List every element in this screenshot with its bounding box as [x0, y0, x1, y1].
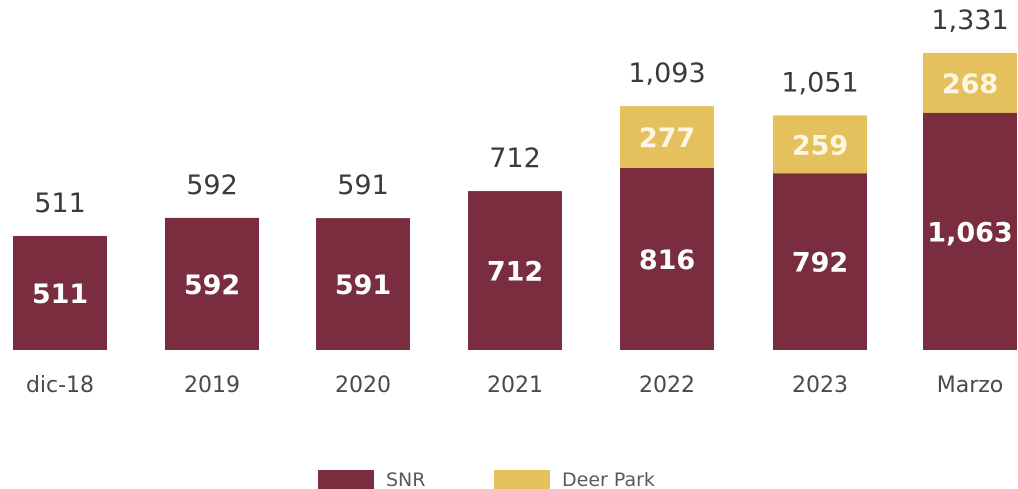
x-tick-label-2020: 2020	[335, 373, 391, 398]
bar-deer-park-2022	[620, 106, 714, 168]
bar-snr-2022	[620, 167, 714, 350]
x-tick-label-marzo: Marzo	[937, 373, 1004, 398]
data-label-snr-marzo: 1,063	[927, 217, 1012, 248]
bar-deer-park-marzo	[923, 52, 1017, 113]
data-label-snr-2020: 591	[335, 270, 391, 301]
x-tick-label-dic-18: dic-18	[26, 373, 94, 398]
legend-label-deer-park: Deer Park	[562, 469, 655, 489]
bar-deer-park-2023	[773, 115, 867, 174]
bar-snr-2021	[468, 191, 562, 350]
bar-snr-dic-18	[13, 235, 107, 350]
total-label-2021: 712	[489, 143, 541, 174]
total-label-2023: 1,051	[781, 67, 858, 98]
bar-snr-2020	[316, 218, 410, 350]
bar-snr-marzo	[923, 112, 1017, 350]
legend-swatch-deer-park	[494, 470, 550, 489]
data-label-snr-2023: 792	[792, 248, 848, 279]
data-label-snr-dic-18: 511	[32, 279, 88, 310]
data-label-deer-park-marzo: 268	[942, 69, 998, 100]
data-label-deer-park-2022: 277	[639, 123, 695, 154]
legend-swatch-snr	[318, 470, 374, 489]
total-label-2019: 592	[186, 170, 238, 201]
data-label-deer-park-2023: 259	[792, 130, 848, 161]
legend-label-snr: SNR	[386, 469, 425, 489]
total-label-dic-18: 511	[34, 188, 86, 219]
bar-snr-2019	[165, 217, 259, 350]
total-label-2022: 1,093	[628, 58, 705, 89]
x-tick-label-2021: 2021	[487, 373, 543, 398]
total-label-2020: 591	[337, 170, 389, 201]
x-tick-label-2022: 2022	[639, 373, 695, 398]
data-label-snr-2019: 592	[184, 270, 240, 301]
x-tick-label-2023: 2023	[792, 373, 848, 398]
bar-snr-2023	[773, 173, 867, 350]
data-label-snr-2022: 816	[639, 245, 695, 276]
total-label-marzo: 1,331	[931, 5, 1008, 36]
x-tick-label-2019: 2019	[184, 373, 240, 398]
data-label-snr-2021: 712	[487, 257, 543, 288]
